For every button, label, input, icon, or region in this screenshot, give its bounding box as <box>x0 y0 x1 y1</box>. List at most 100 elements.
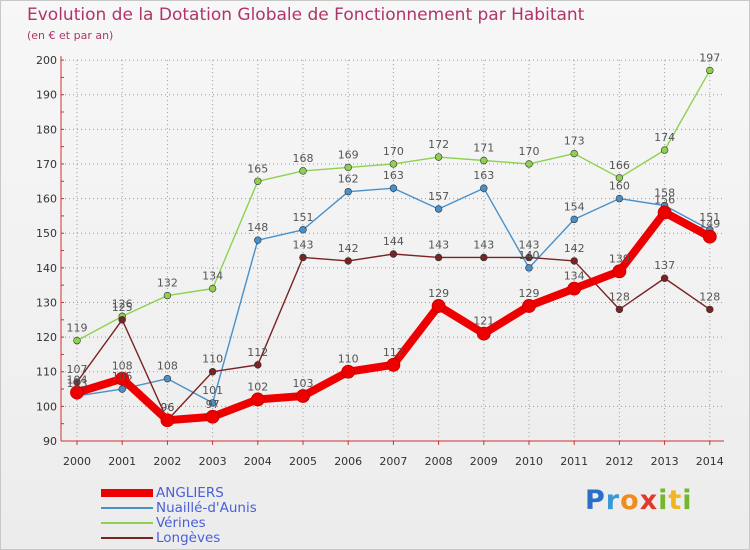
y-tick-label: 190 <box>36 89 57 102</box>
data-label-nuaille-d-aunis: 151 <box>293 211 314 224</box>
legend-swatch <box>101 489 153 497</box>
y-tick-label: 150 <box>36 227 57 240</box>
proxiti-logo: Proxiti <box>585 485 693 516</box>
data-point-angliers <box>341 364 356 379</box>
data-point-nuaille-d-aunis <box>389 184 398 192</box>
data-point-angliers <box>431 299 446 313</box>
x-tick-label: 2009 <box>470 455 498 468</box>
data-point-longeves <box>615 305 624 314</box>
data-point-verines <box>389 160 398 168</box>
data-label-angliers: 96 <box>160 401 174 414</box>
data-label-nuaille-d-aunis: 163 <box>383 169 404 182</box>
data-point-nuaille-d-aunis <box>525 264 533 272</box>
data-label-verines: 197 <box>699 51 720 64</box>
logo-letter: P <box>585 485 606 516</box>
y-tick-label: 200 <box>36 54 57 67</box>
data-label-verines: 166 <box>609 159 630 172</box>
data-point-angliers <box>476 326 491 341</box>
data-label-angliers: 134 <box>564 270 585 283</box>
data-point-angliers <box>70 385 84 400</box>
data-label-nuaille-d-aunis: 105 <box>112 370 133 383</box>
data-point-verines <box>299 167 307 175</box>
data-point-longeves <box>570 257 578 265</box>
legend-swatch <box>101 507 153 509</box>
data-label-longeves: 142 <box>338 242 359 255</box>
data-point-verines <box>434 153 443 161</box>
data-label-angliers: 149 <box>699 218 720 231</box>
legend-label: ANGLIERS <box>156 485 224 501</box>
chart-title: Evolution de la Dotation Globale de Fonc… <box>27 5 585 25</box>
x-tick-label: 2007 <box>379 455 407 468</box>
data-label-nuaille-d-aunis: 163 <box>473 169 494 182</box>
data-point-nuaille-d-aunis <box>570 215 578 224</box>
data-label-verines: 132 <box>157 277 178 290</box>
data-point-longeves <box>525 253 533 262</box>
data-label-verines: 170 <box>383 145 404 158</box>
data-label-longeves: 143 <box>519 238 540 251</box>
y-tick-label: 110 <box>36 366 57 379</box>
data-label-angliers: 104 <box>67 374 88 387</box>
data-label-nuaille-d-aunis: 140 <box>519 249 540 262</box>
x-tick-label: 2003 <box>199 455 227 468</box>
data-label-angliers: 108 <box>112 360 133 373</box>
data-labels-layer: 119 126 132 134 165 168 169 170 172 171 170 173 166 1… <box>67 51 721 414</box>
logo-letter: r <box>605 485 621 516</box>
legend-swatch <box>101 537 153 539</box>
data-label-verines: 171 <box>473 141 494 154</box>
data-point-verines <box>525 160 533 168</box>
data-point-verines <box>254 177 262 185</box>
data-point-longeves <box>660 274 669 282</box>
legend-label: Nuaillé-d'Aunis <box>156 500 257 516</box>
data-point-nuaille-d-aunis <box>615 194 624 203</box>
data-label-longeves: 142 <box>564 242 585 255</box>
data-label-longeves: 128 <box>699 290 720 303</box>
data-point-angliers <box>612 264 627 279</box>
data-label-nuaille-d-aunis: 103 <box>67 377 88 390</box>
data-label-nuaille-d-aunis: 151 <box>699 211 720 224</box>
data-point-verines <box>480 156 488 165</box>
x-tick-label: 2013 <box>651 455 679 468</box>
data-label-longeves: 143 <box>428 238 449 251</box>
data-label-nuaille-d-aunis: 157 <box>428 190 449 203</box>
data-label-angliers: 129 <box>428 287 449 300</box>
data-label-nuaille-d-aunis: 108 <box>157 360 178 373</box>
data-label-verines: 170 <box>519 145 540 158</box>
data-label-verines: 173 <box>564 135 585 148</box>
data-label-angliers: 97 <box>206 398 220 411</box>
data-label-verines: 165 <box>247 162 268 175</box>
data-point-angliers <box>702 229 717 244</box>
data-point-verines <box>706 66 714 75</box>
data-point-angliers <box>386 357 401 372</box>
x-tick-label: 2014 <box>696 455 724 468</box>
y-tick-label: 100 <box>36 400 57 413</box>
axes: 90 100 110 120 130 140 150 160 170 180 190 200 2000 2… <box>36 54 724 468</box>
data-label-verines: 134 <box>202 270 223 283</box>
x-tick-label: 2004 <box>244 455 272 468</box>
data-point-verines <box>570 149 578 158</box>
data-point-angliers <box>250 392 265 407</box>
logo-letter: i <box>658 485 669 516</box>
data-label-angliers: 110 <box>338 353 359 366</box>
x-tick-label: 2006 <box>334 455 362 468</box>
data-label-verines: 169 <box>338 148 359 161</box>
data-label-longeves: 144 <box>383 235 404 248</box>
data-label-verines: 168 <box>293 152 314 165</box>
data-point-longeves <box>299 253 307 262</box>
series-layer <box>70 66 717 428</box>
data-label-longeves: 143 <box>473 238 494 251</box>
data-point-longeves <box>344 257 352 265</box>
y-tick-label: 90 <box>43 435 57 448</box>
data-label-longeves: 125 <box>112 301 133 314</box>
x-tick-label: 2012 <box>605 455 633 468</box>
data-point-angliers <box>205 409 220 424</box>
data-point-longeves <box>389 250 398 258</box>
data-label-longeves: 143 <box>293 238 314 251</box>
x-tick-label: 2011 <box>560 455 588 468</box>
legend-label: Vérines <box>156 515 206 531</box>
logo-letter: x <box>639 485 659 516</box>
y-tick-label: 130 <box>36 296 57 309</box>
data-point-nuaille-d-aunis <box>208 399 217 407</box>
data-point-longeves <box>706 305 714 314</box>
